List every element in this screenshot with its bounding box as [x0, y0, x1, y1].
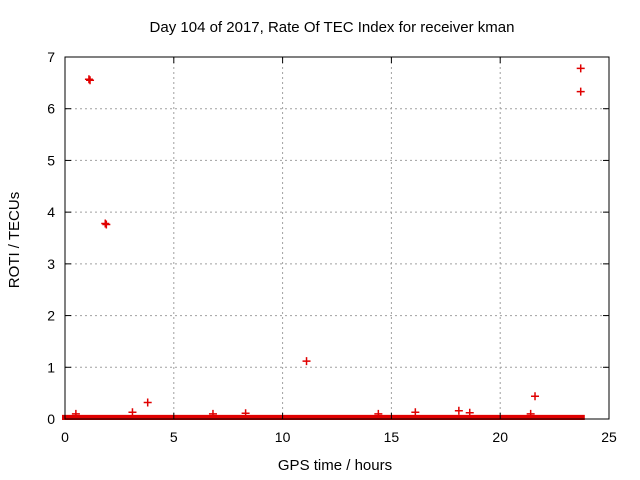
- chart-title: Day 104 of 2017, Rate Of TEC Index for r…: [150, 19, 515, 36]
- baseline-point: [128, 408, 137, 417]
- x-tick-label: 10: [275, 429, 291, 445]
- y-axis-label: ROTI / TECUs: [6, 192, 23, 288]
- data-point: [302, 357, 311, 366]
- baseline-point: [465, 408, 474, 417]
- x-axis-label: GPS time / hours: [278, 457, 392, 474]
- baseline-band: [62, 414, 585, 420]
- data-point: [531, 392, 540, 401]
- baseline-point: [411, 408, 420, 417]
- baseline-point: [526, 409, 535, 418]
- x-tick-label: 5: [170, 429, 178, 445]
- y-tick-label: 5: [47, 152, 55, 168]
- x-tick-label: 20: [492, 429, 508, 445]
- x-tick-label: 15: [384, 429, 400, 445]
- grid: [65, 57, 609, 419]
- y-tick-label: 2: [47, 308, 55, 324]
- baseline-point: [71, 409, 80, 418]
- x-tick-label: 0: [61, 429, 69, 445]
- y-tick-label: 6: [47, 101, 55, 117]
- data-series: [62, 64, 585, 420]
- data-point: [101, 219, 110, 228]
- baseline-point: [241, 409, 250, 418]
- y-tick-label: 4: [47, 204, 55, 220]
- baseline-point: [374, 409, 383, 418]
- y-tick-label: 3: [47, 256, 55, 272]
- baseline-point: [454, 406, 463, 415]
- x-tick-label: 25: [601, 429, 617, 445]
- plot-frame: [64, 56, 610, 420]
- data-point: [102, 220, 111, 229]
- data-point: [86, 76, 95, 85]
- data-point: [576, 87, 585, 96]
- y-tick-label: 1: [47, 359, 55, 375]
- data-point: [576, 64, 585, 73]
- baseline-point: [208, 409, 217, 418]
- data-point: [143, 398, 152, 407]
- data-point: [84, 75, 93, 84]
- axis-ticks: 0 5 10 15 20 25 0 1 2 3 4 5 6 7: [47, 49, 617, 445]
- y-tick-label: 7: [47, 49, 55, 65]
- y-tick-label: 0: [47, 411, 55, 427]
